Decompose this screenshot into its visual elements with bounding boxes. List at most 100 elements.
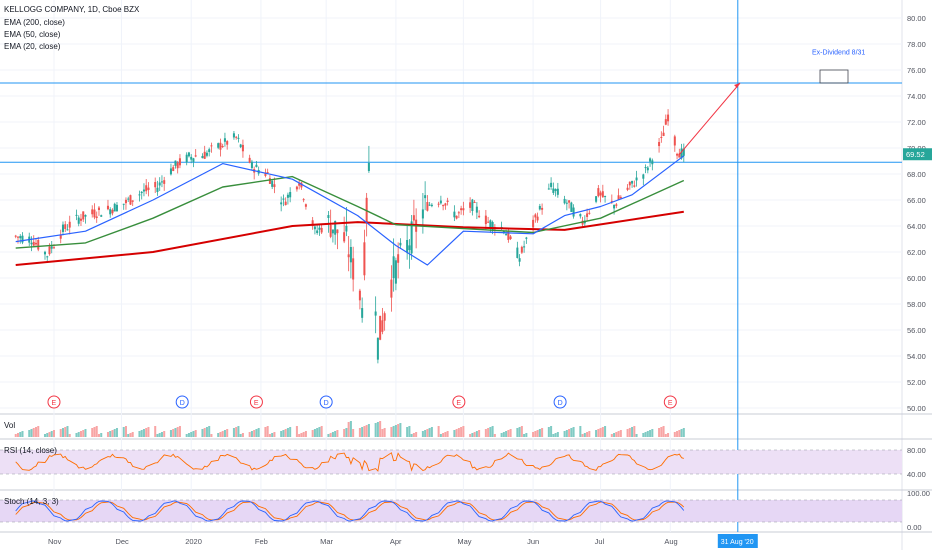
ema20-legend-label[interactable]: EMA (20, close) — [4, 42, 61, 51]
event-marker-icon[interactable] — [319, 395, 333, 409]
candle[interactable] — [426, 202, 429, 211]
candle[interactable] — [473, 201, 476, 203]
candle[interactable] — [286, 194, 289, 198]
candle[interactable] — [129, 195, 132, 205]
candle[interactable] — [595, 196, 598, 202]
candle[interactable] — [660, 136, 663, 138]
candle[interactable] — [154, 182, 157, 188]
ema50-legend[interactable]: EMA (50, close) — [4, 29, 60, 41]
candle[interactable] — [374, 311, 377, 316]
candle[interactable] — [68, 221, 71, 228]
candle[interactable] — [331, 229, 334, 234]
candle[interactable] — [295, 186, 298, 190]
candle[interactable] — [266, 172, 269, 174]
candle[interactable] — [392, 256, 395, 279]
candle[interactable] — [172, 167, 175, 172]
candle[interactable] — [457, 212, 460, 214]
candle[interactable] — [43, 251, 46, 255]
candle[interactable] — [361, 308, 364, 318]
candle[interactable] — [437, 203, 440, 205]
candle[interactable] — [563, 198, 566, 204]
candle[interactable] — [282, 198, 285, 200]
candle[interactable] — [532, 219, 535, 228]
candle[interactable] — [484, 215, 487, 225]
candle[interactable] — [273, 184, 276, 188]
event-marker-icon[interactable] — [47, 395, 61, 409]
candle[interactable] — [430, 204, 433, 207]
candle[interactable] — [523, 246, 526, 248]
stoch-pane-label[interactable]: Stoch (14, 3, 3) — [4, 496, 59, 508]
candle[interactable] — [565, 202, 568, 204]
stoch-d-line[interactable] — [15, 501, 685, 521]
ema200-legend-label[interactable]: EMA (200, close) — [4, 18, 65, 27]
event-marker-icon[interactable] — [452, 395, 466, 409]
candle[interactable] — [518, 258, 521, 262]
candle[interactable] — [572, 207, 575, 217]
candle[interactable] — [313, 226, 316, 230]
candle[interactable] — [424, 195, 427, 199]
volume-pane-label[interactable]: Vol — [4, 420, 15, 432]
candle[interactable] — [219, 142, 222, 150]
candle[interactable] — [399, 242, 402, 246]
candle[interactable] — [682, 148, 685, 156]
candle[interactable] — [122, 203, 125, 205]
event-marker-icon[interactable] — [249, 395, 263, 409]
candle[interactable] — [329, 224, 332, 237]
candle[interactable] — [289, 192, 292, 198]
candle[interactable] — [376, 337, 379, 360]
candle[interactable] — [158, 182, 161, 186]
event-marker-icon[interactable] — [663, 395, 677, 409]
candle[interactable] — [241, 144, 244, 152]
candle[interactable] — [248, 157, 251, 163]
candle[interactable] — [66, 229, 69, 231]
candle[interactable] — [138, 194, 141, 196]
candle[interactable] — [16, 236, 20, 238]
candle[interactable] — [408, 245, 411, 251]
candle[interactable] — [192, 158, 195, 162]
candle[interactable] — [176, 162, 179, 169]
candle[interactable] — [552, 188, 555, 193]
candle[interactable] — [460, 208, 463, 211]
candle[interactable] — [644, 167, 647, 169]
candle[interactable] — [406, 239, 409, 253]
candle[interactable] — [311, 220, 314, 227]
candle[interactable] — [597, 188, 600, 197]
candle[interactable] — [394, 260, 397, 284]
candle[interactable] — [163, 180, 166, 184]
candle[interactable] — [631, 180, 634, 184]
candle[interactable] — [556, 188, 559, 195]
candle[interactable] — [14, 235, 17, 237]
stoch-k-line[interactable] — [15, 500, 685, 522]
candle[interactable] — [586, 213, 589, 217]
ex-dividend-box[interactable] — [819, 69, 849, 84]
candle[interactable] — [300, 182, 303, 188]
candle[interactable] — [352, 258, 355, 280]
candle[interactable] — [205, 152, 208, 156]
candle[interactable] — [478, 215, 481, 218]
ema50-legend-label[interactable]: EMA (50, close) — [4, 30, 61, 39]
candle[interactable] — [525, 237, 528, 239]
candle[interactable] — [651, 160, 654, 165]
candle[interactable] — [635, 177, 638, 181]
candle[interactable] — [316, 230, 319, 233]
event-marker-icon[interactable] — [175, 395, 189, 409]
candle[interactable] — [147, 187, 150, 190]
candle[interactable] — [390, 279, 393, 298]
candle[interactable] — [284, 201, 287, 206]
candle[interactable] — [412, 215, 415, 221]
candle[interactable] — [82, 211, 85, 220]
candle[interactable] — [37, 240, 40, 250]
candle[interactable] — [367, 162, 370, 172]
candle[interactable] — [226, 141, 229, 145]
candle[interactable] — [658, 142, 661, 147]
candle[interactable] — [601, 191, 604, 198]
candle[interactable] — [52, 247, 55, 249]
candle[interactable] — [208, 149, 211, 152]
candle[interactable] — [487, 221, 490, 223]
candle[interactable] — [32, 241, 35, 246]
candle[interactable] — [347, 254, 350, 258]
ema50-line[interactable] — [15, 175, 685, 249]
symbol-legend[interactable]: KELLOGG COMPANY, 1D, Cboe BZX — [4, 4, 139, 16]
candle[interactable] — [379, 315, 382, 340]
candle[interactable] — [489, 220, 492, 228]
